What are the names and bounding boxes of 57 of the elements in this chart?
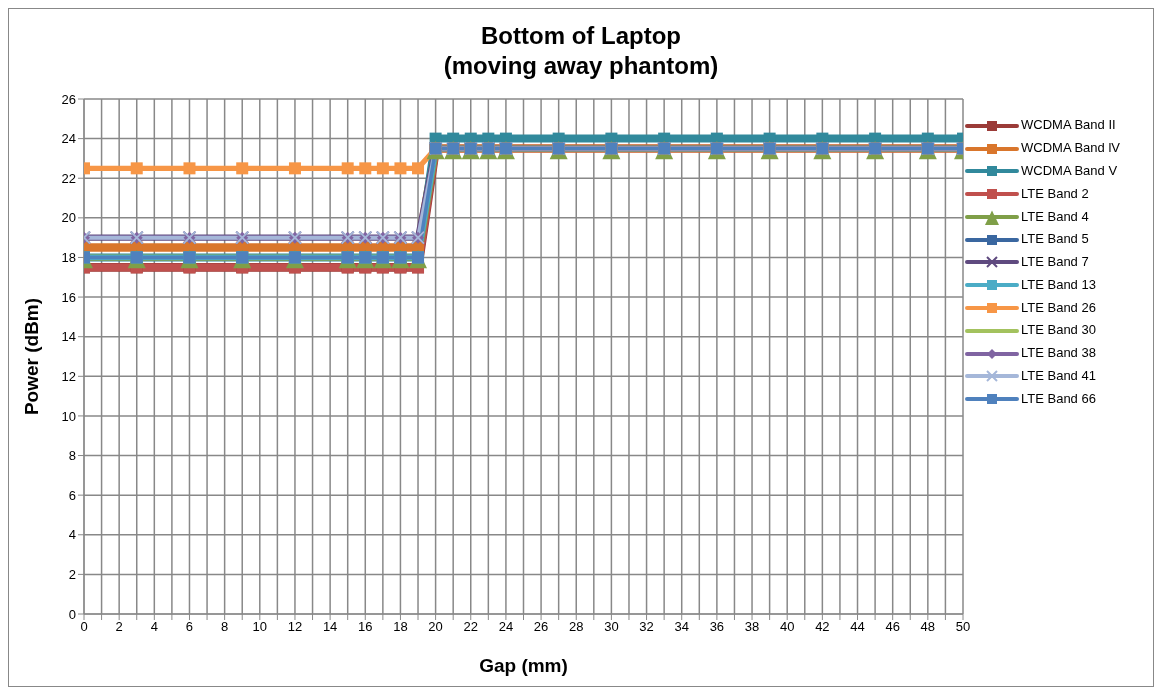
x-tick-label: 44 — [850, 619, 865, 635]
legend-label: LTE Band 26 — [1021, 298, 1096, 317]
x-tick-label: 0 — [80, 619, 88, 635]
y-tick-label: 0 — [68, 606, 76, 622]
x-tick-label: 50 — [955, 619, 971, 635]
legend-label: WCDMA Band lV — [1021, 139, 1120, 158]
x-tick-label: 2 — [115, 619, 123, 635]
x-tick-label: 46 — [885, 619, 900, 635]
legend-label: LTE Band 66 — [1021, 389, 1096, 408]
x-tick-label: 14 — [322, 619, 338, 635]
x-tick-label: 36 — [709, 619, 725, 635]
y-tick-label: 24 — [61, 131, 76, 147]
legend-label: WCDMA Band V — [1021, 161, 1118, 180]
chart-title: Bottom of Laptop — [480, 21, 682, 51]
y-tick-label: 2 — [68, 567, 76, 582]
y-tick-label: 16 — [61, 289, 76, 305]
x-tick-label: 40 — [779, 619, 795, 635]
legend-label: LTE Band 2 — [1021, 184, 1089, 203]
y-tick-label: 18 — [61, 250, 76, 266]
x-tick-label: 26 — [533, 619, 549, 635]
y-tick-label: 12 — [61, 368, 76, 384]
y-tick-label: 8 — [68, 448, 76, 464]
x-axis-title: Gap (mm) — [479, 655, 568, 676]
x-tick-label: 28 — [569, 619, 584, 635]
x-tick-label: 12 — [287, 619, 303, 635]
x-tick-label: 6 — [185, 619, 194, 635]
legend-label: LTE Band 13 — [1021, 275, 1096, 294]
x-tick-label: 30 — [604, 619, 619, 635]
y-tick-label: 26 — [61, 91, 76, 107]
chart-subtitle: (moving away phantom) — [442, 51, 720, 81]
x-tick-label: 18 — [393, 619, 408, 635]
x-tick-label: 34 — [674, 619, 689, 635]
legend-label: LTE Band 30 — [1021, 321, 1096, 340]
y-tick-label: 6 — [68, 487, 76, 503]
legend-label: WCDMA Band II — [1021, 116, 1116, 135]
x-tick-label: 38 — [744, 619, 760, 635]
y-tick-label: 4 — [68, 527, 76, 543]
y-tick-label: 14 — [61, 329, 76, 345]
legend-label: LTE Band 4 — [1021, 207, 1089, 226]
x-tick-label: 8 — [221, 619, 229, 635]
x-tick-label: 42 — [815, 619, 830, 635]
legend-label: LTE Band 5 — [1021, 230, 1089, 249]
x-tick-label: 20 — [428, 619, 443, 635]
x-tick-label: 24 — [498, 619, 514, 635]
x-tick-label: 4 — [150, 619, 158, 635]
x-tick-label: 10 — [252, 619, 268, 635]
x-tick-label: 48 — [920, 619, 936, 635]
y-axis-title: Power (dBm) — [20, 297, 42, 416]
legend-label: LTE Band 38 — [1021, 344, 1096, 363]
y-tick-label: 20 — [61, 210, 76, 226]
x-tick-label: 16 — [358, 619, 373, 635]
y-tick-label: 10 — [61, 408, 76, 424]
legend-label: LTE Band 41 — [1021, 367, 1096, 386]
legend-label: LTE Band 7 — [1021, 253, 1089, 272]
y-tick-label: 22 — [61, 170, 76, 186]
x-tick-label: 22 — [463, 619, 478, 635]
x-tick-label: 32 — [639, 619, 654, 635]
